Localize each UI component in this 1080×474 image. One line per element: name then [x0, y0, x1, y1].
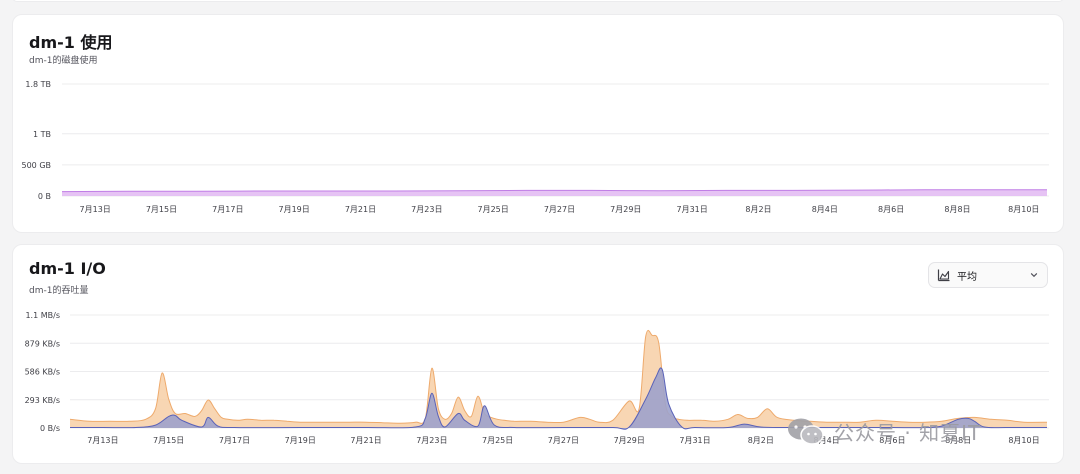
x-tick-label: 7月15日: [153, 436, 184, 445]
panel-title: dm-1 I/O: [29, 259, 106, 278]
panel-subtitle: dm-1的磁盘使用: [29, 56, 98, 66]
x-tick-label: 7月17日: [219, 436, 250, 445]
disk-usage-panel: dm-1 使用 dm-1的磁盘使用 0 B 500 GB 1 TB 1.8 TB 7月1…: [12, 14, 1064, 233]
x-tick-label: 8月6日: [879, 436, 905, 445]
panel-subtitle: dm-1的吞吐量: [29, 286, 89, 296]
previous-panel-edge: [12, 0, 1064, 2]
y-tick-label: 293 KB/s: [25, 396, 60, 405]
y-tick-label: 879 KB/s: [25, 339, 60, 348]
series-line-0: [69, 329, 1048, 424]
x-tick-label: 8月8日: [945, 436, 971, 445]
watermark: 公众号 · 知夏IT: [786, 416, 981, 446]
x-tick-label: 7月31日: [679, 436, 710, 445]
x-tick-label: 7月15日: [146, 205, 177, 214]
x-tick-label: 7月27日: [548, 436, 579, 445]
area-chart-icon: [937, 269, 950, 282]
series-line-0: [61, 189, 1047, 193]
x-tick-label: 7月23日: [411, 205, 442, 214]
x-tick-label: 7月25日: [478, 205, 509, 214]
io-throughput-chart[interactable]: 0 B/s 293 KB/s 586 KB/s 879 KB/s 1.1 MB/s 7月1…: [13, 245, 1063, 463]
series-area-1: [70, 367, 1047, 430]
x-tick-label: 7月29日: [610, 205, 641, 214]
panel-title: dm-1 使用: [29, 33, 113, 52]
x-tick-label: 7月13日: [80, 205, 111, 214]
x-tick-label: 8月2日: [748, 436, 774, 445]
y-tick-label: 0 B: [38, 192, 51, 201]
aggregation-select[interactable]: 平均: [928, 262, 1048, 288]
x-tick-label: 7月29日: [614, 436, 645, 445]
y-tick-label: 586 KB/s: [25, 368, 60, 377]
x-tick-label: 7月31日: [676, 205, 707, 214]
series-line-1: [70, 367, 1048, 430]
x-tick-label: 8月4日: [812, 205, 838, 214]
y-tick-label: 1.1 MB/s: [25, 311, 60, 320]
x-tick-label: 7月23日: [416, 436, 447, 445]
series-area-0: [70, 330, 1047, 428]
x-tick-label: 8月8日: [944, 205, 970, 214]
x-tick-label: 7月19日: [279, 205, 310, 214]
y-tick-label: 500 GB: [22, 161, 52, 170]
x-tick-label: 7月17日: [212, 205, 243, 214]
aggregation-select-value: 平均: [957, 271, 977, 283]
x-tick-label: 7月19日: [285, 436, 316, 445]
chevron-down-icon: [1030, 273, 1038, 278]
y-tick-label: 1 TB: [33, 130, 51, 139]
x-tick-label: 7月27日: [544, 205, 575, 214]
wechat-icon: [788, 418, 824, 445]
x-tick-label: 8月10日: [1008, 205, 1039, 214]
x-tick-label: 8月2日: [745, 205, 771, 214]
x-tick-label: 8月4日: [814, 436, 840, 445]
y-tick-label: 1.8 TB: [25, 80, 51, 89]
y-tick-label: 0 B/s: [40, 424, 60, 433]
disk-usage-chart[interactable]: 0 B 500 GB 1 TB 1.8 TB 7月13日 7月15日 7月17日 7月19日 7…: [13, 15, 1063, 232]
watermark-text: 公众号 · 知夏IT: [834, 420, 982, 445]
x-tick-label: 7月13日: [87, 436, 118, 445]
x-tick-label: 7月21日: [350, 436, 381, 445]
x-tick-label: 7月25日: [482, 436, 513, 445]
x-tick-label: 8月6日: [878, 205, 904, 214]
io-throughput-panel: dm-1 I/O dm-1的吞吐量 平均 0 B/s 293 KB/s 586 KB…: [12, 244, 1064, 464]
x-tick-label: 7月21日: [345, 205, 376, 214]
x-tick-label: 8月10日: [1008, 436, 1039, 445]
